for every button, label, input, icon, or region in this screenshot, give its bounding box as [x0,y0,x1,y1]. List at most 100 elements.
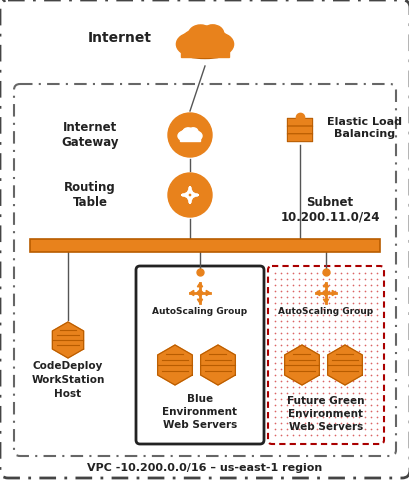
Point [337,425,344,433]
Point [361,383,367,391]
Point [349,269,355,277]
Point [307,359,314,367]
Point [373,383,380,391]
Point [295,389,301,397]
Point [271,329,278,337]
Point [295,431,301,439]
Point [337,407,344,415]
Point [337,341,344,349]
Point [373,425,380,433]
Point [295,419,301,427]
Point [343,371,349,379]
Point [355,401,362,409]
Point [373,299,380,307]
Text: Routing
Table: Routing Table [64,181,116,209]
Point [295,353,301,361]
Point [343,341,349,349]
Point [313,413,319,421]
Point [373,395,380,403]
Point [277,407,283,415]
Point [289,413,296,421]
Point [349,425,355,433]
Point [349,299,355,307]
Point [289,371,296,379]
Point [313,347,319,355]
Point [313,275,319,283]
Point [277,323,283,331]
Point [289,323,296,331]
Point [307,281,314,289]
Point [349,293,355,301]
Point [307,341,314,349]
FancyBboxPatch shape [14,84,395,456]
Point [331,341,337,349]
Point [367,329,373,337]
Point [325,431,331,439]
Point [271,293,278,301]
Point [319,407,326,415]
Point [331,401,337,409]
Point [367,407,373,415]
Point [343,419,349,427]
Point [307,317,314,325]
Polygon shape [52,322,83,358]
Point [355,407,362,415]
Point [307,407,314,415]
Point [313,407,319,415]
Point [295,347,301,355]
Point [313,305,319,313]
Point [337,305,344,313]
Point [325,299,331,307]
Point [361,371,367,379]
Point [331,425,337,433]
Point [325,341,331,349]
Point [349,431,355,439]
Point [277,293,283,301]
Point [367,317,373,325]
Point [337,419,344,427]
Point [331,371,337,379]
Point [277,299,283,307]
Point [289,365,296,373]
Polygon shape [206,290,210,296]
Point [361,353,367,361]
Point [313,323,319,331]
Point [307,383,314,391]
Point [355,311,362,319]
Point [289,311,296,319]
Point [307,329,314,337]
Point [361,335,367,343]
Point [319,275,326,283]
Text: Blue
Environment
Web Servers: Blue Environment Web Servers [162,394,237,430]
Point [319,287,326,295]
Point [289,431,296,439]
Point [373,335,380,343]
Polygon shape [197,299,202,303]
Point [373,323,380,331]
Point [301,311,308,319]
Point [283,413,290,421]
Point [313,431,319,439]
Point [373,377,380,385]
Point [313,425,319,433]
Point [337,389,344,397]
Point [319,335,326,343]
Text: VPC -10.200.0.0/16 – us-east-1 region: VPC -10.200.0.0/16 – us-east-1 region [87,463,322,473]
Point [301,395,308,403]
Text: Elastic Load
Balancing: Elastic Load Balancing [327,117,402,139]
Point [301,269,308,277]
Circle shape [168,113,211,157]
Point [355,269,362,277]
Point [367,299,373,307]
Point [337,281,344,289]
Point [361,287,367,295]
Point [367,293,373,301]
Point [337,335,344,343]
Point [337,275,344,283]
Point [343,287,349,295]
Point [277,275,283,283]
Point [271,335,278,343]
Point [337,299,344,307]
Point [295,377,301,385]
Point [313,329,319,337]
